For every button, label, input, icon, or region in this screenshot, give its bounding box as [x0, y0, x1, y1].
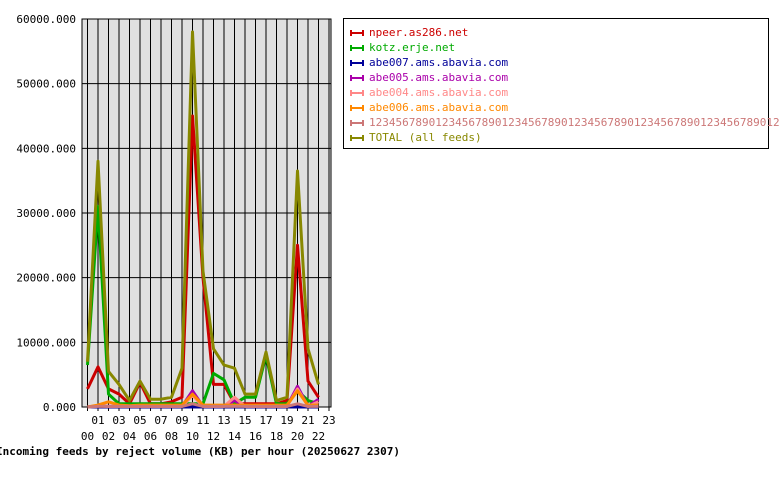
x-tick-label: 12	[207, 430, 220, 443]
legend: npeer.as286.net kotz.erje.net abe007.ams.a…	[343, 18, 780, 149]
legend-swatch	[350, 73, 364, 83]
x-tick-label: 13	[217, 414, 230, 427]
series-line-6	[87, 402, 319, 409]
x-tick-label: 05	[133, 414, 146, 427]
y-axis: 0.000 10000.000 20000.000 30000.000 40000.00…	[16, 13, 76, 414]
legend-item: abe006.ams.abavia.com	[350, 100, 508, 115]
legend-label: kotz.erje.net	[369, 41, 456, 54]
legend-swatch	[350, 88, 364, 98]
series-lines	[86, 30, 320, 409]
x-tick-label: 08	[165, 430, 178, 443]
legend-label: abe004.ams.abavia.com	[369, 86, 509, 99]
legend-label: abe006.ams.abavia.com	[369, 101, 509, 114]
x-tick-label: 02	[102, 430, 115, 443]
x-tick-label: 19	[280, 414, 293, 427]
x-tick-label: 06	[144, 430, 157, 443]
x-tick-label: 16	[249, 430, 262, 443]
x-tick-label: 21	[301, 414, 314, 427]
chart-title: Incoming feeds by reject volume (KB) per…	[0, 445, 400, 458]
legend-item: kotz.erje.net	[350, 40, 455, 55]
legend-item: 1234567890123456789012345678901234567890…	[350, 115, 780, 130]
y-tick-label: 40000.000	[16, 142, 76, 155]
x-tick-label: 18	[270, 430, 283, 443]
legend-swatch	[350, 133, 364, 143]
legend-item: abe005.ams.abavia.com	[350, 70, 508, 85]
x-tick-label: 09	[175, 414, 188, 427]
legend-swatch	[350, 118, 364, 128]
y-tick-label: 60000.000	[16, 13, 76, 26]
y-tick-label: 20000.000	[16, 272, 76, 285]
x-tick-label: 03	[112, 414, 125, 427]
x-tick-label: 17	[259, 414, 272, 427]
x-tick-label: 07	[154, 414, 167, 427]
x-tick-label: 14	[228, 430, 242, 443]
legend-label: 1234567890123456789012345678901234567890…	[369, 116, 780, 129]
legend-item: npeer.as286.net	[350, 25, 468, 40]
y-tick-label: 10000.000	[16, 336, 76, 349]
x-tick-label: 10	[186, 430, 199, 443]
grid	[82, 18, 331, 408]
x-tick-label: 22	[312, 430, 325, 443]
y-tick-label: 0.000	[43, 401, 76, 414]
x-tick-label: 01	[91, 414, 104, 427]
legend-swatch	[350, 28, 364, 38]
series-line-7	[86, 30, 320, 402]
x-tick-label: 11	[196, 414, 209, 427]
legend-label: TOTAL (all feeds)	[369, 131, 482, 144]
y-tick-label: 30000.000	[16, 207, 76, 220]
legend-item: TOTAL (all feeds)	[350, 130, 482, 145]
x-tick-label: 20	[291, 430, 304, 443]
x-tick-label: 04	[123, 430, 137, 443]
legend-swatch	[350, 43, 364, 53]
x-tick-label: 15	[238, 414, 251, 427]
legend-swatch	[350, 58, 364, 68]
x-tick-label: 00	[81, 430, 94, 443]
legend-item: abe004.ams.abavia.com	[350, 85, 508, 100]
legend-label: abe007.ams.abavia.com	[369, 56, 509, 69]
y-tick-label: 50000.000	[16, 78, 76, 91]
x-axis: 00 01 02 03 04 05 06 07 08 09 10 11 12 13 14 15 16 17 18 19…	[81, 407, 336, 443]
legend-swatch	[350, 103, 364, 113]
legend-label: npeer.as286.net	[369, 26, 469, 39]
x-tick-label: 23	[322, 414, 335, 427]
legend-label: abe005.ams.abavia.com	[369, 71, 509, 84]
legend-item: abe007.ams.abavia.com	[350, 55, 508, 70]
